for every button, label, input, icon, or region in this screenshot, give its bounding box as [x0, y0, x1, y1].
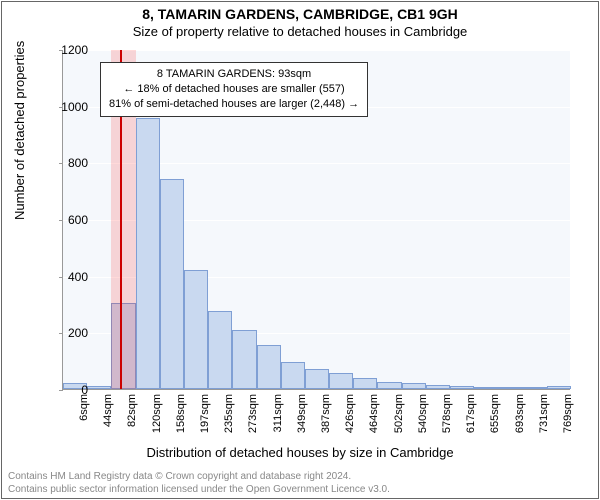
chart-title: 8, TAMARIN GARDENS, CAMBRIDGE, CB1 9GH: [0, 0, 600, 22]
xtick-label: 387sqm: [320, 394, 332, 433]
xtick-label: 44sqm: [102, 394, 114, 427]
y-axis-label: Number of detached properties: [12, 41, 27, 220]
ytick-label: 600: [48, 213, 88, 227]
ytick-label: 200: [48, 326, 88, 340]
xtick-label: 235sqm: [223, 394, 235, 433]
x-axis-label: Distribution of detached houses by size …: [0, 445, 600, 460]
xtick-label: 617sqm: [465, 394, 477, 433]
ytick-label: 1000: [48, 100, 88, 114]
xtick-label: 464sqm: [368, 394, 380, 433]
xtick-label: 6sqm: [78, 394, 90, 421]
ytick-label: 1200: [48, 43, 88, 57]
histogram-bar: [160, 179, 184, 389]
ytick-label: 800: [48, 156, 88, 170]
histogram-bar: [523, 387, 547, 389]
gridline: [63, 50, 570, 51]
ytick-label: 400: [48, 270, 88, 284]
xtick-label: 578sqm: [441, 394, 453, 433]
histogram-bar: [377, 382, 401, 389]
histogram-bar: [450, 386, 474, 389]
footer: Contains HM Land Registry data © Crown c…: [8, 470, 390, 496]
gridline: [63, 390, 570, 391]
xtick-label: 769sqm: [562, 394, 574, 433]
annotation-line1: 8 TAMARIN GARDENS: 93sqm: [109, 67, 359, 82]
footer-line2: Contains public sector information licen…: [8, 483, 390, 496]
xtick-label: 197sqm: [199, 394, 211, 433]
chart-container: { "title": "8, TAMARIN GARDENS, CAMBRIDG…: [0, 0, 600, 500]
annotation-line2: ← 18% of detached houses are smaller (55…: [109, 82, 359, 97]
histogram-bar: [547, 386, 571, 389]
chart-subtitle: Size of property relative to detached ho…: [0, 22, 600, 39]
histogram-bar: [87, 386, 111, 389]
xtick-label: 540sqm: [417, 394, 429, 433]
xtick-label: 502sqm: [393, 394, 405, 433]
histogram-bar: [232, 330, 256, 390]
xtick-label: 273sqm: [247, 394, 259, 433]
xtick-label: 311sqm: [272, 394, 284, 432]
histogram-bar: [402, 383, 426, 389]
histogram-bar: [257, 345, 281, 389]
histogram-bar: [305, 369, 329, 389]
histogram-bar: [329, 373, 353, 389]
histogram-bar: [208, 311, 232, 389]
xtick-label: 655sqm: [489, 394, 501, 433]
xtick-label: 158sqm: [175, 394, 187, 433]
xtick-label: 426sqm: [344, 394, 356, 433]
footer-line1: Contains HM Land Registry data © Crown c…: [8, 470, 390, 483]
histogram-bar: [184, 270, 208, 389]
xtick-label: 120sqm: [151, 394, 163, 433]
histogram-bar: [426, 385, 450, 389]
histogram-bar: [281, 362, 305, 389]
annotation-box: 8 TAMARIN GARDENS: 93sqm ← 18% of detach…: [100, 62, 368, 117]
xtick-label: 349sqm: [296, 394, 308, 433]
histogram-bar: [474, 387, 498, 389]
xtick-label: 693sqm: [514, 394, 526, 433]
annotation-line3: 81% of semi-detached houses are larger (…: [109, 97, 359, 112]
histogram-bar: [498, 387, 522, 389]
xtick-label: 82sqm: [126, 394, 138, 427]
histogram-bar: [353, 378, 377, 389]
xtick-label: 731sqm: [538, 394, 550, 433]
histogram-bar: [136, 118, 160, 389]
